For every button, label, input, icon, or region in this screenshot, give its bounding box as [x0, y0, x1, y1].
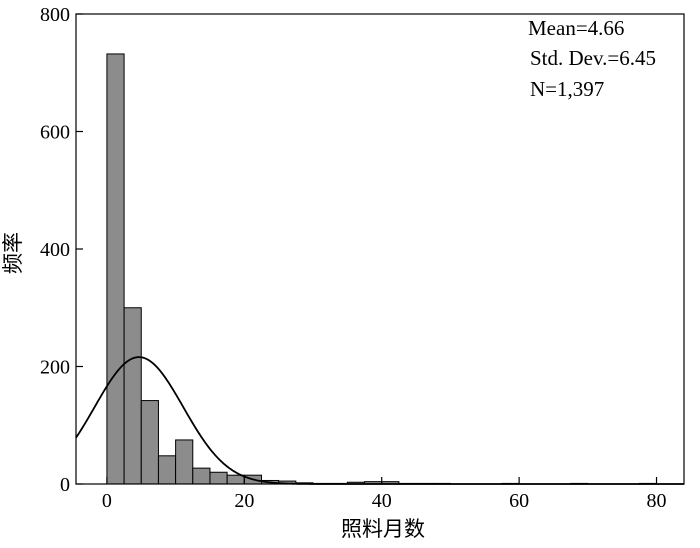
- histogram-bar: [192, 467, 211, 485]
- histogram-bar: [226, 474, 245, 485]
- y-tick-label: 0: [60, 474, 70, 496]
- x-tick-label: 80: [647, 490, 667, 512]
- histogram-bar: [106, 53, 125, 485]
- x-axis: 0 20 40 60 80: [102, 477, 667, 512]
- stats-std-dev: Std. Dev.=6.45: [530, 46, 656, 70]
- y-tick-label: 800: [40, 4, 70, 26]
- histogram-bar: [175, 439, 194, 485]
- histogram-bar: [123, 307, 142, 485]
- x-tick-label: 60: [509, 490, 529, 512]
- histogram-bar: [140, 400, 159, 485]
- stats-n: N=1,397: [530, 77, 604, 101]
- histogram-bar: [209, 471, 228, 485]
- histogram-bar: [157, 455, 177, 485]
- y-tick-label: 200: [40, 357, 70, 379]
- y-axis: 0 200 400 600 800: [40, 4, 83, 496]
- x-tick-label: 0: [102, 490, 112, 512]
- y-tick-label: 600: [40, 122, 70, 144]
- x-tick-label: 20: [234, 490, 254, 512]
- x-tick-label: 40: [372, 490, 392, 512]
- histogram-bars: [106, 53, 658, 485]
- stats-mean: Mean=4.66: [528, 16, 624, 40]
- y-axis-title: 频率: [1, 232, 25, 274]
- x-axis-title: 照料月数: [341, 517, 425, 541]
- y-tick-label: 400: [40, 239, 70, 261]
